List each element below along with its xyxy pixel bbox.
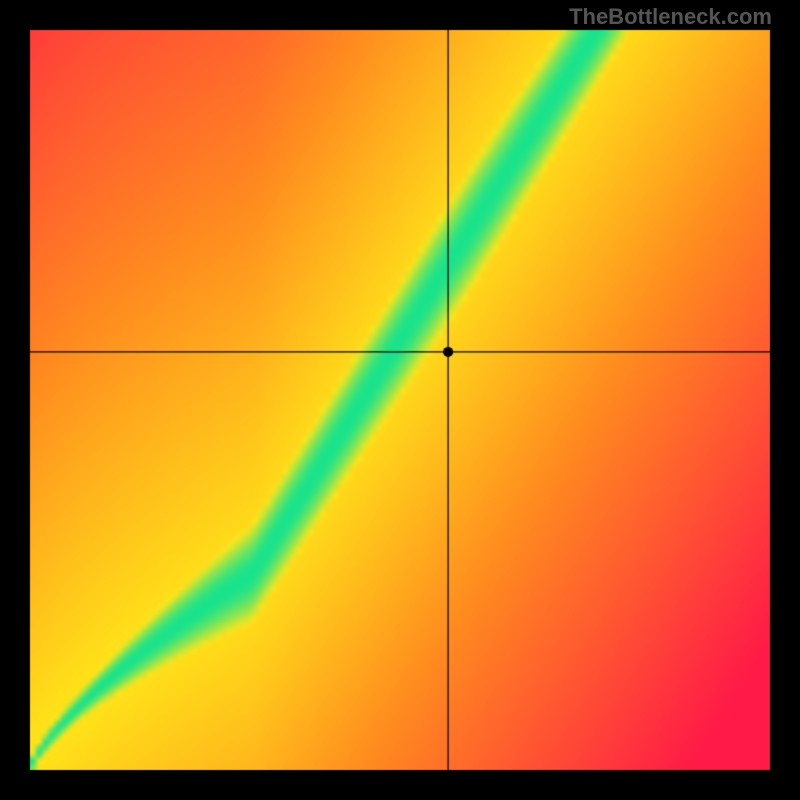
watermark-text: TheBottleneck.com xyxy=(569,4,772,30)
chart-container: TheBottleneck.com xyxy=(0,0,800,800)
heatmap-canvas xyxy=(0,0,800,800)
